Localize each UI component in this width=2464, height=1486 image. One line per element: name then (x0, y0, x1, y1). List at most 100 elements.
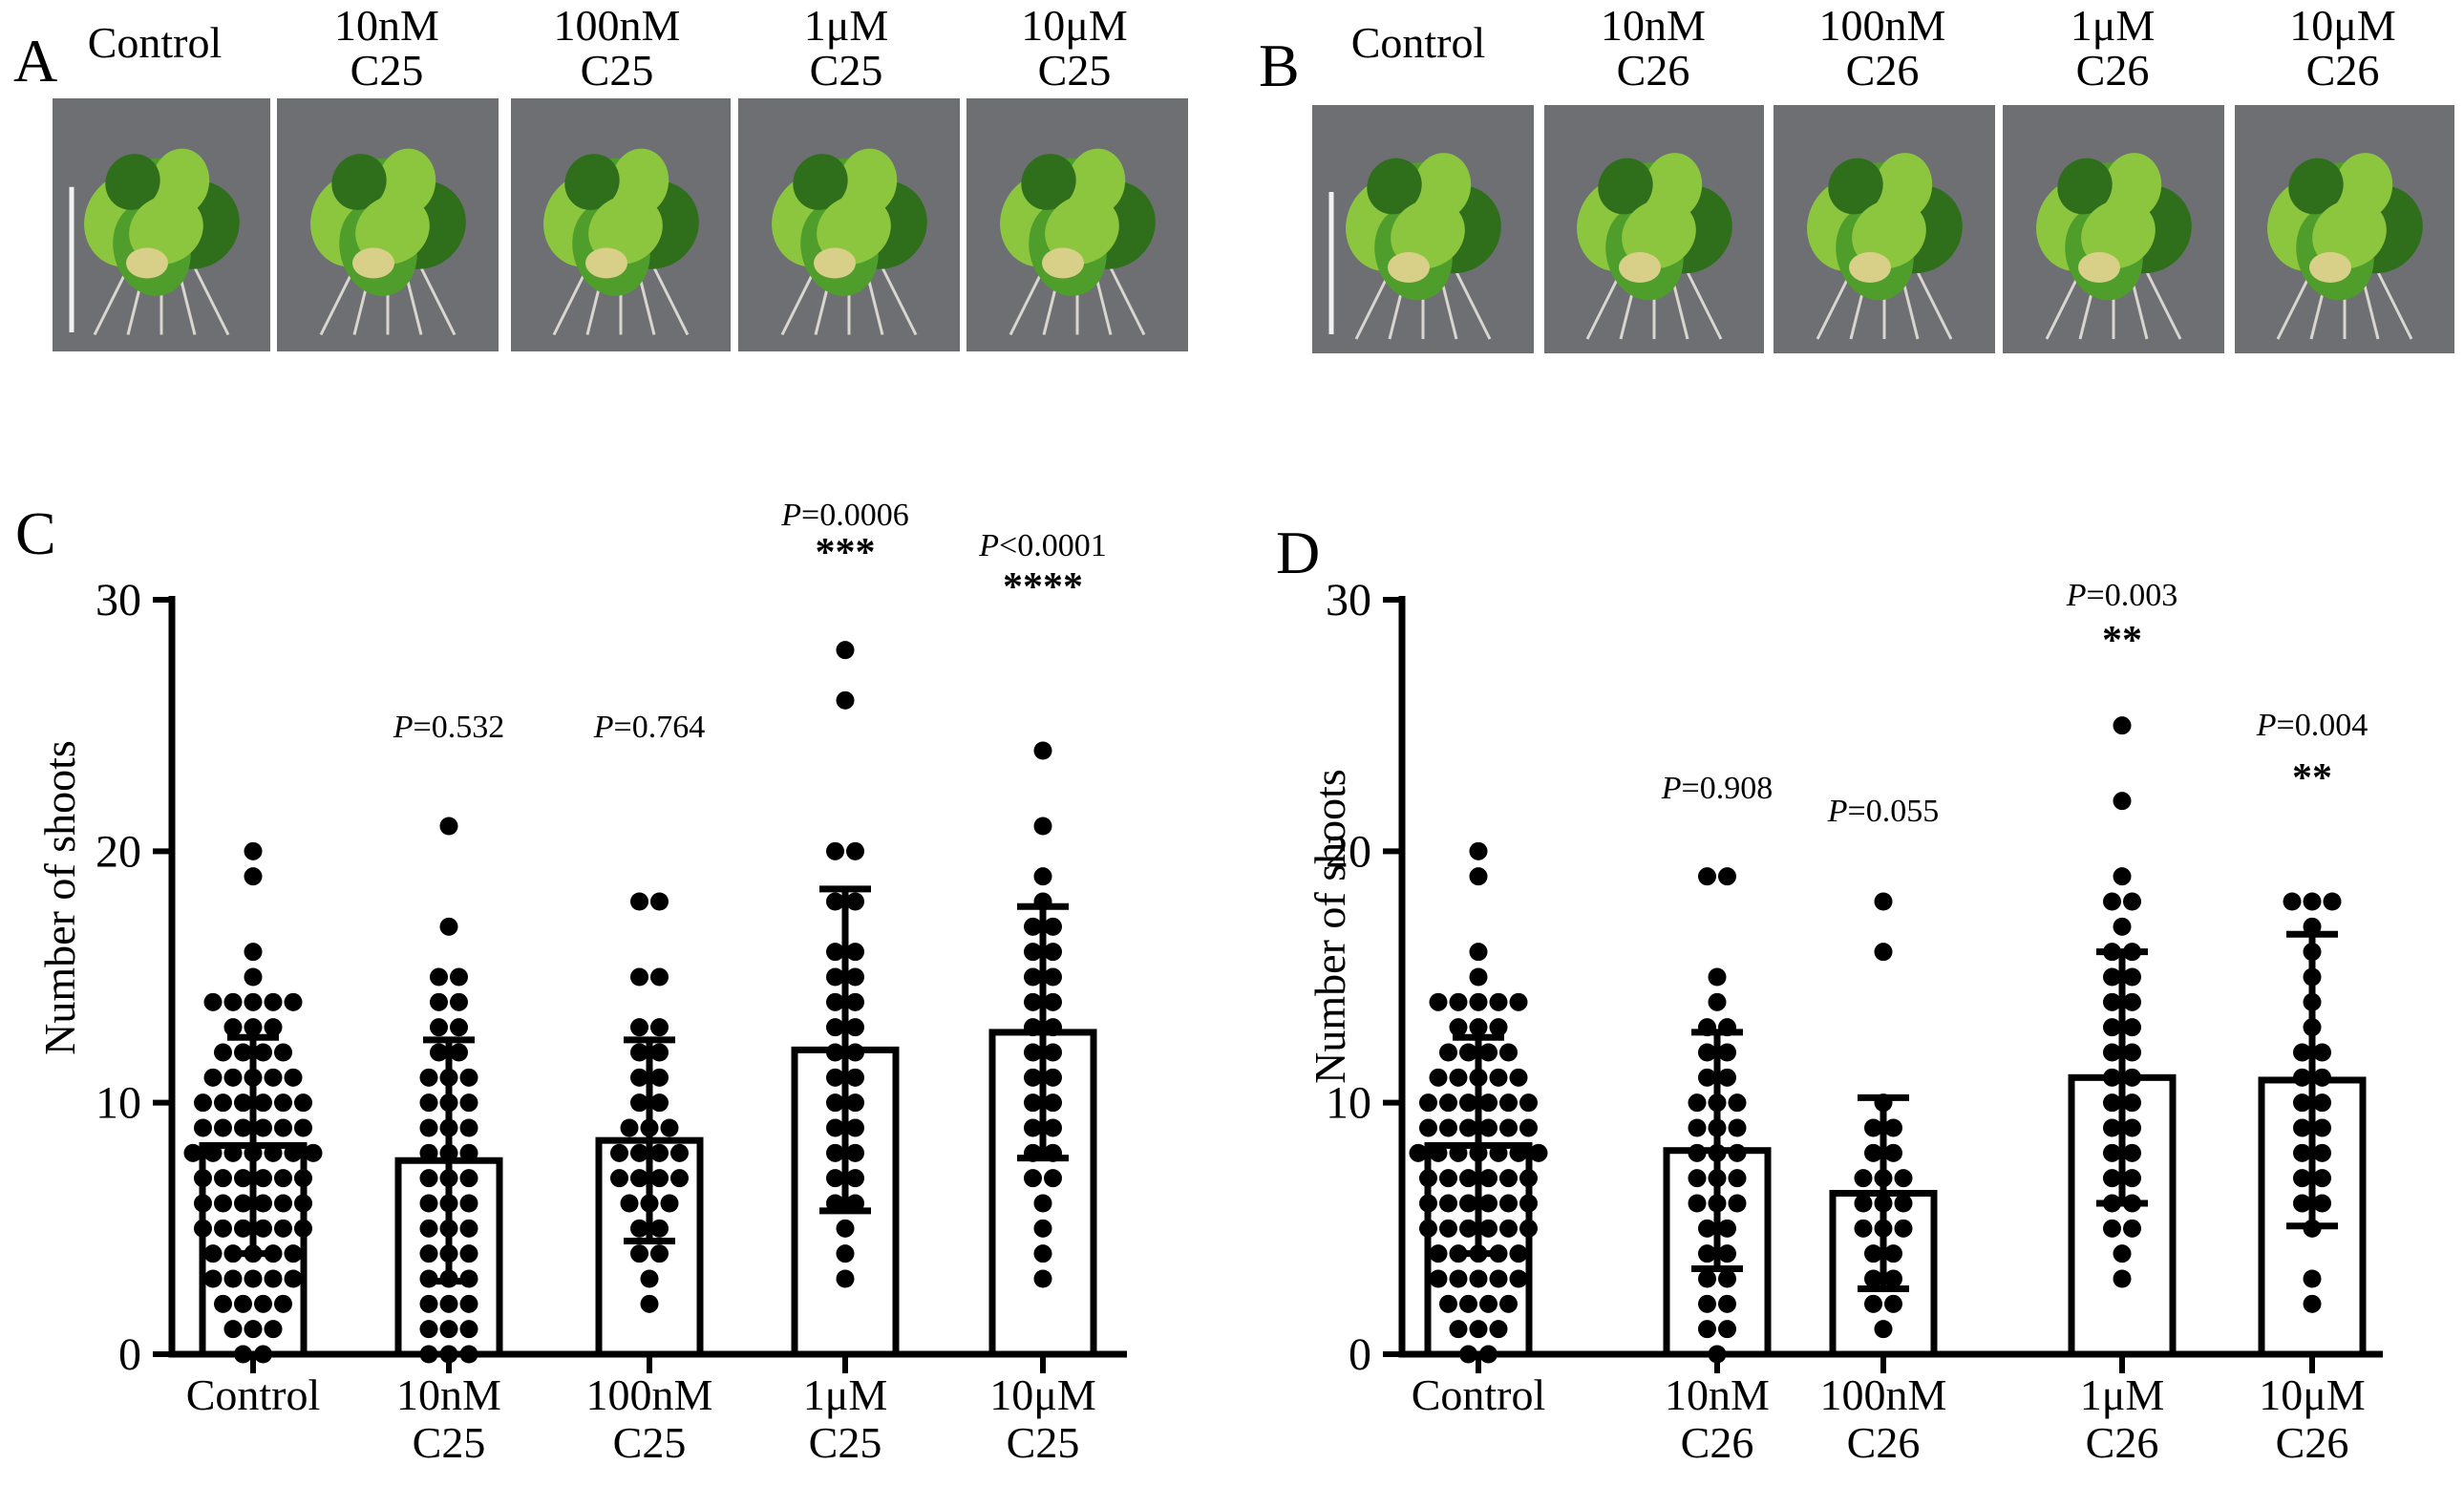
photo-label-a-1b: C25 (350, 46, 424, 95)
c-point-2-17 (650, 1143, 669, 1162)
c-point-0-45 (294, 1169, 312, 1188)
c-point-1-41 (439, 1320, 458, 1339)
d-point-0-11 (1489, 1018, 1508, 1037)
a-callus-4 (1042, 247, 1084, 279)
d-point-1-0 (1698, 867, 1716, 886)
d-point-0-34 (1429, 1143, 1448, 1162)
d-point-0-5 (1449, 992, 1468, 1011)
d-point-0-20 (1509, 1068, 1528, 1087)
c-point-1-8 (430, 1043, 448, 1062)
d-point-1-33 (1698, 1320, 1716, 1339)
panel-a-photos (53, 98, 1188, 351)
d-point-1-28 (1718, 1244, 1736, 1263)
b-leaf-0-5 (1367, 158, 1422, 215)
c-point-3-12 (826, 1018, 844, 1037)
c-point-1-9 (450, 1043, 468, 1062)
d-point-0-9 (1449, 1018, 1468, 1037)
d-point-3-1 (2113, 792, 2132, 811)
c-point-0-69 (234, 1294, 252, 1313)
b-leaf-2-5 (1828, 158, 1883, 215)
a-leaf-1-6 (355, 195, 430, 265)
c-point-1-19 (419, 1143, 438, 1162)
c-point-2-6 (630, 1043, 648, 1062)
c-point-1-22 (419, 1169, 438, 1188)
c-point-3-10 (826, 992, 844, 1011)
b-callus-4 (2309, 252, 2351, 283)
c-point-0-42 (234, 1169, 252, 1188)
b-leaf-3-6 (2081, 199, 2156, 269)
c-point-0-30 (254, 1118, 272, 1137)
c-point-3-11 (846, 992, 864, 1011)
d-point-0-33 (1409, 1143, 1428, 1162)
d-point-0-39 (1529, 1143, 1548, 1162)
panel-b-photos (1312, 105, 2454, 353)
c-point-0-52 (194, 1219, 212, 1238)
d-point-4-8 (2293, 1043, 2311, 1062)
d-point-0-71 (1499, 1294, 1518, 1313)
c-point-1-1 (439, 917, 458, 936)
d-point-1-18 (1728, 1143, 1747, 1162)
photo-label-b-4a: 10μM (2289, 1, 2396, 50)
d-point-0-38 (1509, 1143, 1528, 1162)
d-point-0-54 (1459, 1219, 1477, 1238)
photo-label-b-2b: C26 (1846, 46, 1920, 95)
d-point-4-11 (2313, 1068, 2331, 1087)
b-callus-3 (2078, 252, 2120, 283)
panel-a-labels: Control 10nM C25 100nM C25 1μM C25 10μM … (88, 1, 1128, 95)
d-cat-label2-2: C26 (1847, 1418, 1921, 1467)
c-point-0-8 (284, 992, 303, 1011)
c-point-0-65 (244, 1269, 263, 1288)
d-point-1-32 (1718, 1294, 1736, 1313)
d-point-3-23 (2123, 1143, 2141, 1162)
d-point-0-10 (1469, 1018, 1488, 1037)
c-point-4-14 (1024, 1043, 1042, 1062)
d-point-1-27 (1698, 1244, 1716, 1263)
c-point-0-73 (244, 1320, 263, 1339)
d-point-0-45 (1519, 1169, 1538, 1188)
c-pvalue-4: P<0.0001 (978, 528, 1106, 563)
c-point-4-25 (1044, 1169, 1062, 1188)
photo-label-a-4a: 10μM (1021, 1, 1128, 50)
c-point-0-72 (223, 1320, 243, 1339)
d-point-3-30 (2113, 1244, 2132, 1263)
c-point-0-25 (274, 1093, 292, 1113)
c-point-4-7 (1044, 943, 1062, 962)
d-point-0-0 (1469, 841, 1488, 860)
c-point-1-13 (419, 1093, 438, 1113)
c-point-0-5 (223, 992, 243, 1011)
c-point-1-6 (430, 1018, 448, 1037)
a-photo-0 (53, 98, 270, 351)
d-point-1-3 (1708, 992, 1727, 1011)
d-point-0-17 (1449, 1068, 1468, 1087)
c-point-0-44 (274, 1169, 292, 1188)
c-point-4-17 (1044, 1068, 1062, 1087)
photo-label-a-1a: 10nM (334, 1, 439, 50)
c-point-1-7 (450, 1018, 468, 1037)
d-point-2-20 (1864, 1294, 1882, 1313)
c-point-3-18 (826, 1093, 844, 1113)
c-point-2-20 (630, 1169, 648, 1188)
c-point-0-71 (274, 1294, 292, 1313)
d-point-1-30 (1718, 1269, 1736, 1288)
c-point-4-26 (1033, 1194, 1052, 1213)
b-callus-1 (1619, 252, 1661, 283)
c-point-3-25 (846, 1169, 864, 1188)
d-stars-3: ** (2102, 619, 2142, 663)
c-point-2-26 (630, 1219, 648, 1238)
c-point-0-67 (284, 1269, 303, 1288)
c-point-1-42 (459, 1320, 478, 1339)
d-point-0-65 (1469, 1269, 1488, 1288)
d-point-0-22 (1439, 1093, 1457, 1113)
d-point-0-42 (1459, 1169, 1477, 1188)
c-point-3-1 (836, 690, 855, 710)
photo-label-b-1b: C26 (1617, 46, 1690, 95)
c-point-0-26 (294, 1093, 312, 1113)
c-point-1-5 (450, 992, 468, 1011)
d-point-0-13 (1459, 1043, 1477, 1062)
b-callus-0 (1388, 252, 1430, 283)
c-point-2-23 (620, 1194, 639, 1213)
c-point-3-3 (846, 841, 864, 860)
c-point-0-50 (274, 1194, 292, 1213)
d-point-2-9 (1894, 1169, 1913, 1188)
